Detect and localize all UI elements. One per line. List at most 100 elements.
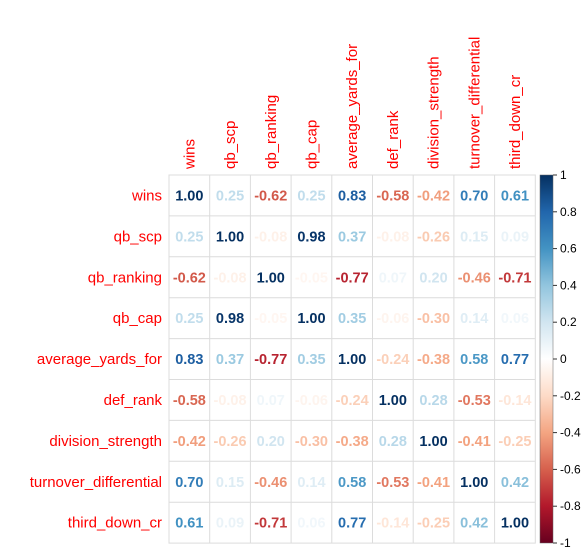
cell-value: 0.15	[216, 475, 244, 491]
cell-value: -0.30	[295, 434, 328, 450]
cell-value: 0.09	[501, 229, 529, 245]
cell-value: 0.28	[379, 434, 407, 450]
cell-value: -0.26	[214, 434, 247, 450]
cell-value: 0.07	[257, 393, 285, 409]
cell-value: 0.20	[257, 434, 285, 450]
column-label: turnover_differential	[466, 37, 483, 169]
cell-value: -0.58	[173, 393, 206, 409]
colorbar-tick-label: -0.6	[560, 462, 581, 476]
column-label: division_strength	[426, 56, 443, 169]
row-label: qb_scp	[114, 228, 162, 245]
cell-value: 1.00	[297, 311, 325, 327]
column-label: def_rank	[385, 110, 402, 169]
colorbar: 1 0.8 0.6 0.4 0.2 0 -0.2 -0.4 -0.6 -0.8 -1	[539, 168, 581, 550]
cell-value: 0.77	[338, 516, 366, 532]
cell-value: -0.14	[498, 393, 531, 409]
cell-value: 0.70	[460, 188, 488, 204]
cell-value: -0.08	[254, 229, 287, 245]
matrix-grid	[168, 174, 536, 544]
cell-value: -0.41	[417, 475, 450, 491]
cell-value: 1.00	[338, 352, 366, 368]
colorbar-tick-label: -0.2	[560, 389, 581, 403]
cell-value: 0.98	[297, 229, 325, 245]
cell-value: -0.62	[254, 188, 287, 204]
row-label: division_strength	[49, 433, 162, 450]
colorbar-gradient	[539, 174, 554, 544]
cell-value: -0.77	[336, 270, 369, 286]
cell-value: -0.41	[458, 434, 491, 450]
colorbar-tick-label: -1	[560, 536, 571, 550]
cell-value: 1.00	[379, 393, 407, 409]
cell-value: 1.00	[175, 188, 203, 204]
cell-value: -0.24	[376, 352, 409, 368]
cell-value: 1.00	[257, 270, 285, 286]
cell-value: 0.61	[175, 516, 203, 532]
cell-value: -0.08	[376, 229, 409, 245]
cell-value: -0.24	[336, 393, 369, 409]
cell-value: 0.42	[460, 516, 488, 532]
cell-value: -0.77	[254, 352, 287, 368]
cell-value: 0.09	[216, 516, 244, 532]
colorbar-tick-label: 1	[560, 168, 567, 182]
cell-value: 0.70	[175, 475, 203, 491]
cell-value: 0.14	[460, 311, 488, 327]
cell-value: -0.38	[336, 434, 369, 450]
row-label: def_rank	[104, 392, 163, 409]
colorbar-tick-label: 0.8	[560, 205, 577, 219]
cell-value: -0.05	[254, 311, 287, 327]
cell-value: -0.05	[295, 270, 328, 286]
cell-value: -0.71	[254, 516, 287, 532]
cell-value: 1.00	[501, 516, 529, 532]
cell-value: 0.35	[338, 311, 366, 327]
cell-value: -0.42	[173, 434, 206, 450]
cell-value: 1.00	[460, 475, 488, 491]
cell-value: 0.37	[338, 229, 366, 245]
cell-value: -0.25	[417, 516, 450, 532]
cell-value: 0.06	[501, 311, 529, 327]
grid-frame	[168, 174, 536, 544]
colorbar-tick-label: -0.8	[560, 499, 581, 513]
cell-value: 0.28	[419, 393, 447, 409]
cell-value: 0.58	[338, 475, 366, 491]
cell-value: 0.25	[297, 188, 325, 204]
cell-value: -0.25	[498, 434, 531, 450]
column-label: qb_cap	[303, 120, 320, 169]
cell-value: -0.71	[498, 270, 531, 286]
cell-value: -0.53	[458, 393, 491, 409]
cell-value: -0.58	[376, 188, 409, 204]
row-label: qb_ranking	[88, 269, 162, 286]
cell-value: 0.98	[216, 311, 244, 327]
cell-value: -0.08	[214, 393, 247, 409]
cell-value: 0.07	[379, 270, 407, 286]
cell-value: 0.61	[501, 188, 529, 204]
cell-value: -0.06	[295, 393, 328, 409]
cell-value: 0.14	[297, 475, 325, 491]
row-label: turnover_differential	[30, 474, 162, 491]
column-label: wins	[181, 139, 198, 170]
cell-value: -0.46	[458, 270, 491, 286]
cell-value: -0.53	[376, 475, 409, 491]
colorbar-tick-label: -0.4	[560, 426, 581, 440]
cell-value: 0.83	[338, 188, 366, 204]
cell-value: 0.42	[501, 475, 529, 491]
row-label: third_down_cr	[68, 515, 162, 532]
colorbar-tick-label: 0.2	[560, 315, 577, 329]
column-label: qb_ranking	[263, 95, 280, 169]
row-label: wins	[131, 187, 162, 204]
cell-value: -0.26	[417, 229, 450, 245]
cell-value: -0.06	[376, 311, 409, 327]
cell-value: -0.42	[417, 188, 450, 204]
cell-value: 1.00	[216, 229, 244, 245]
cell-value: -0.62	[173, 270, 206, 286]
column-labels: wins qb_scp qb_ranking qb_cap average_yards_…	[181, 37, 524, 170]
cell-value: -0.14	[376, 516, 409, 532]
cell-value: -0.46	[254, 475, 287, 491]
column-label: third_down_cr	[507, 75, 524, 169]
cell-value: 0.83	[175, 352, 203, 368]
cell-value: 0.58	[460, 352, 488, 368]
row-label: average_yards_for	[37, 351, 162, 368]
cell-value: 0.37	[216, 352, 244, 368]
cell-value: 0.20	[419, 270, 447, 286]
matrix-cells: 1.00 0.25 -0.62 0.25 0.83 -0.58 -0.42 0.70 0.61 0…	[173, 188, 532, 531]
